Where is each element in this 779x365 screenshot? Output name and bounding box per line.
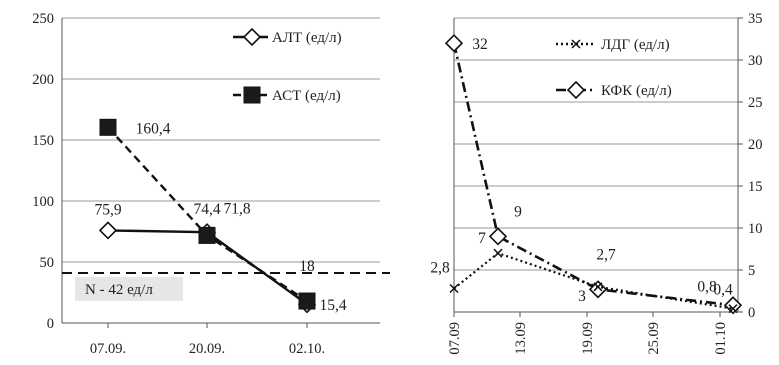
data-point bbox=[593, 282, 603, 292]
y-tick-label: 20 bbox=[748, 137, 763, 153]
x-tick-label: 07.09 bbox=[447, 322, 463, 355]
data-point bbox=[488, 227, 508, 246]
chart-muscle-enzymes: 0 5 10 15 20 25 30 35 07.09 13.09 19.09 25.09 01.10 3… bbox=[430, 11, 762, 355]
data-label: 3 bbox=[578, 288, 586, 305]
legend-label: КФК (ед/л) bbox=[601, 83, 672, 99]
data-label: 2,7 bbox=[596, 246, 616, 263]
data-point bbox=[493, 248, 503, 258]
y-tick-label: 200 bbox=[32, 72, 54, 88]
x-tick-label: 25.09 bbox=[646, 322, 662, 355]
data-label: 9 bbox=[514, 203, 522, 220]
y-tick-label: 25 bbox=[748, 95, 763, 111]
data-point bbox=[588, 280, 608, 299]
y-tick-label: 50 bbox=[40, 255, 55, 271]
data-point bbox=[298, 292, 316, 310]
legend-marker bbox=[242, 27, 262, 47]
x-tick-label: 19.09 bbox=[580, 322, 596, 355]
x-tick-label: 07.09. bbox=[90, 341, 126, 357]
data-label: 0,8 bbox=[697, 278, 717, 295]
reference-label-box bbox=[75, 276, 183, 301]
data-point bbox=[444, 34, 464, 53]
legend-marker bbox=[566, 80, 586, 100]
data-label: 15,4 bbox=[319, 297, 346, 314]
series-line bbox=[452, 42, 734, 307]
legend-label: АЛТ (ед/л) bbox=[272, 30, 342, 46]
series-line bbox=[453, 251, 734, 310]
data-point bbox=[98, 221, 118, 240]
reference-label: N - 42 ед/л bbox=[85, 282, 153, 298]
y-tick-label: 15 bbox=[748, 179, 763, 195]
data-label: 18 bbox=[299, 258, 315, 275]
data-label: 75,9 bbox=[94, 201, 121, 218]
x-tick-label: 02.10. bbox=[289, 341, 325, 357]
legend-label: АСТ (ед/л) bbox=[272, 88, 341, 104]
data-label: 0,4 bbox=[713, 282, 733, 299]
data-label: 2,8 bbox=[430, 259, 450, 276]
legend-marker bbox=[243, 86, 261, 104]
data-point bbox=[449, 283, 459, 294]
y-tick-label: 30 bbox=[748, 53, 763, 69]
data-point bbox=[723, 296, 743, 315]
y-tick-label: 0 bbox=[748, 305, 755, 321]
y-tick-label: 35 bbox=[748, 11, 763, 27]
x-tick-label: 20.09. bbox=[189, 341, 225, 357]
y-tick-label: 5 bbox=[748, 263, 755, 279]
data-label: 71,8 bbox=[223, 200, 250, 217]
y-tick-label: 100 bbox=[32, 194, 54, 210]
x-tick-label: 01.10 bbox=[713, 322, 729, 355]
y-tick-label: 10 bbox=[748, 221, 763, 237]
data-point bbox=[728, 304, 738, 314]
y-tick-label: 150 bbox=[32, 133, 54, 149]
chart-liver-enzymes: 0 50 100 150 200 250 07.09. 20.09. 02.10. N - 42 … bbox=[32, 11, 390, 357]
data-point bbox=[198, 226, 216, 244]
y-tick-label: 0 bbox=[47, 316, 54, 332]
data-point bbox=[99, 118, 117, 136]
data-label: 7 bbox=[478, 230, 486, 247]
legend-marker bbox=[571, 39, 581, 49]
x-tick-label: 13.09 bbox=[513, 322, 529, 355]
data-label: 74,4 bbox=[193, 201, 220, 218]
data-label: 32 bbox=[472, 36, 488, 53]
y-tick-label: 250 bbox=[32, 11, 54, 27]
data-label: 160,4 bbox=[136, 120, 171, 137]
legend-label: ЛДГ (ед/л) bbox=[601, 37, 670, 53]
